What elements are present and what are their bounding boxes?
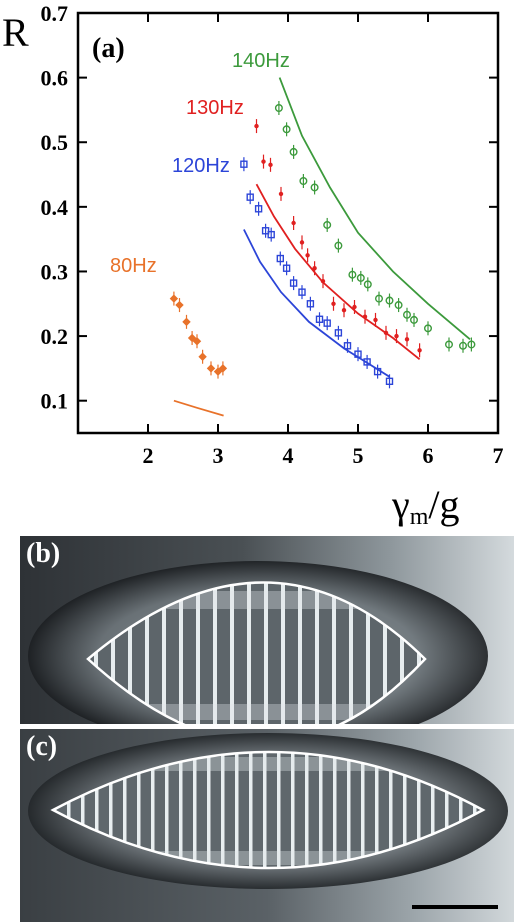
data-point-140Hz	[424, 324, 433, 333]
x-tick-label: 4	[283, 443, 294, 468]
data-point-80Hz	[192, 337, 202, 346]
data-point-130Hz	[305, 253, 310, 258]
data-point-140Hz	[375, 294, 384, 303]
data-point-120Hz	[354, 350, 362, 358]
data-point-140Hz	[274, 103, 283, 112]
x-tick-label: 3	[213, 443, 224, 468]
data-point-80Hz	[198, 352, 207, 361]
series-label-130Hz: 130Hz	[186, 97, 244, 119]
data-point-130Hz	[312, 266, 317, 271]
data-point-80Hz	[169, 294, 179, 303]
photo-panel-b: (b)	[20, 536, 514, 724]
data-point-140Hz	[334, 241, 343, 250]
fit-line-120Hz	[243, 229, 390, 378]
data-point-120Hz	[298, 288, 306, 296]
data-point-140Hz	[310, 183, 319, 192]
data-point-120Hz	[261, 227, 270, 235]
data-point-80Hz	[213, 367, 223, 376]
photo-c-image	[20, 729, 514, 922]
data-point-140Hz	[394, 301, 403, 310]
data-point-140Hz	[282, 125, 291, 134]
data-point-130Hz	[417, 348, 422, 353]
photo-label-c: (c)	[26, 731, 58, 762]
y-tick-label: 0.3	[41, 259, 69, 284]
fit-line-80Hz	[173, 399, 224, 417]
data-point-130Hz	[299, 240, 305, 245]
data-point-130Hz	[261, 159, 266, 164]
x-axis-label-main: γ	[391, 482, 410, 527]
panel-label-a: (a)	[92, 33, 125, 64]
x-axis-label: γm/g	[391, 482, 459, 530]
data-point-120Hz	[254, 205, 263, 213]
chart: 2 3 4 5 6 7 0.1 0.2 0.3 0.4 0.5 0.6 0.7 80Hz 120Hz 130…	[2, 1, 504, 530]
data-point-120Hz	[267, 230, 275, 239]
data-point-140Hz	[467, 340, 476, 349]
data-point-80Hz	[206, 364, 216, 373]
series-label-80Hz: 80Hz	[110, 255, 157, 277]
x-tick-label: 7	[493, 443, 504, 468]
data-point-130Hz	[394, 333, 399, 339]
x-axis-label-sub: m	[410, 504, 429, 530]
x-tick-label: 2	[143, 443, 154, 468]
y-tick-label: 0.7	[41, 1, 69, 26]
data-point-130Hz	[352, 304, 357, 310]
data-point-120Hz	[323, 319, 331, 327]
y-axis-label: R	[2, 10, 29, 55]
photo-panel-c: (c)	[20, 729, 514, 922]
data-point-140Hz	[289, 147, 298, 156]
data-point-120Hz	[289, 279, 298, 287]
data-point-140Hz	[356, 273, 365, 282]
data-point-130Hz	[268, 162, 273, 168]
data-point-130Hz	[341, 308, 347, 313]
data-point-120Hz	[373, 367, 382, 376]
data-point-120Hz	[240, 160, 248, 168]
data-point-80Hz	[182, 317, 191, 327]
data-point-120Hz	[385, 377, 394, 386]
data-point-120Hz	[343, 342, 352, 350]
data-point-120Hz	[363, 358, 371, 366]
data-point-140Hz	[363, 280, 372, 289]
y-tick-label: 0.5	[41, 130, 69, 155]
y-tick-label: 0.1	[41, 389, 69, 414]
fit-line-140Hz	[278, 77, 471, 340]
y-tick-label: 0.4	[41, 195, 69, 220]
data-point-140Hz	[323, 220, 332, 229]
data-point-80Hz	[218, 364, 228, 373]
data-point-130Hz	[373, 317, 378, 323]
data-point-80Hz	[175, 300, 184, 310]
data-point-140Hz	[410, 315, 419, 324]
data-point-140Hz	[299, 176, 308, 185]
photo-label-b: (b)	[26, 538, 61, 569]
data-point-130Hz	[278, 191, 284, 197]
data-point-80Hz	[187, 333, 197, 343]
data-point-130Hz	[331, 301, 336, 306]
data-point-120Hz	[306, 300, 315, 308]
data-point-140Hz	[385, 296, 394, 305]
data-point-130Hz	[383, 330, 389, 336]
data-point-120Hz	[276, 254, 284, 263]
y-tick-label: 0.2	[41, 324, 69, 349]
y-tick-label: 0.6	[41, 66, 69, 91]
series-label-140Hz: 140Hz	[232, 50, 290, 72]
x-axis-label-rest: /g	[428, 482, 459, 527]
data-point-130Hz	[320, 278, 326, 284]
data-point-140Hz	[445, 340, 454, 349]
data-point-120Hz	[282, 264, 291, 272]
scale-bar	[412, 905, 498, 909]
data-point-120Hz	[246, 193, 254, 201]
data-point-130Hz	[291, 220, 296, 226]
data-point-140Hz	[348, 270, 357, 279]
data-point-130Hz	[254, 123, 259, 129]
x-tick-label: 6	[423, 443, 434, 468]
series-label-120Hz: 120Hz	[172, 155, 230, 177]
x-tick-label: 5	[353, 443, 364, 468]
data-point-140Hz	[459, 341, 468, 350]
data-point-140Hz	[403, 310, 412, 319]
plot-frame	[76, 11, 500, 435]
data-point-120Hz	[334, 329, 343, 337]
data-point-120Hz	[315, 315, 324, 323]
photo-b-image	[20, 536, 514, 724]
data-point-130Hz	[404, 337, 410, 342]
data-point-130Hz	[362, 314, 368, 319]
